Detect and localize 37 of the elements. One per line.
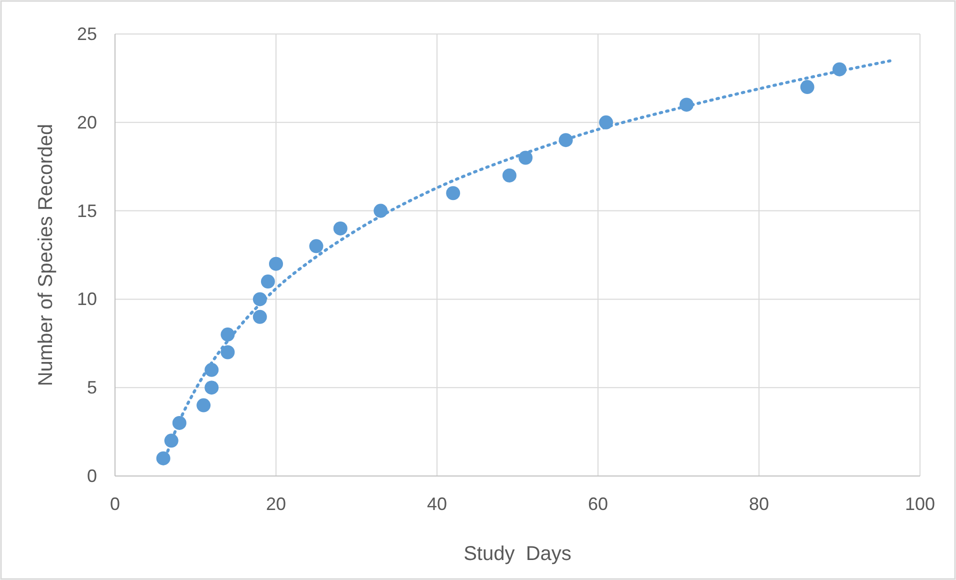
point (269, 256, 283, 271)
point (558, 133, 573, 148)
y-tick-label: 15 (76, 200, 97, 221)
x-tick-label: 100 (904, 494, 936, 514)
point (832, 62, 846, 76)
point (252, 292, 267, 306)
point (252, 310, 267, 324)
point (680, 98, 694, 112)
y-tick-label: 10 (76, 289, 97, 310)
point (156, 451, 170, 466)
point (220, 328, 235, 342)
point (333, 221, 348, 236)
point (204, 380, 219, 395)
y-tick-label: 20 (76, 112, 97, 132)
y-tick-label: 25 (76, 24, 97, 44)
x-tick-label: 20 (266, 494, 286, 514)
x-tick-label: 40 (426, 494, 448, 514)
point (196, 398, 211, 412)
point (204, 362, 219, 377)
point (172, 416, 186, 430)
point (599, 115, 614, 130)
y-axis-title: Number of Species Recorded (35, 124, 57, 386)
x-tick-label: 80 (748, 494, 770, 514)
point (220, 345, 235, 360)
point (502, 168, 516, 182)
point (446, 186, 460, 200)
point (374, 204, 388, 218)
point (260, 274, 275, 289)
x-tick-label: 0 (110, 494, 120, 514)
point (309, 239, 324, 254)
x-tick-label: 60 (588, 494, 608, 514)
x-axis-title: Study Days (464, 543, 572, 565)
y-tick-label: 0 (86, 466, 97, 486)
y-tick-label: 5 (86, 378, 97, 398)
point (518, 150, 533, 165)
point (800, 80, 814, 94)
point (164, 434, 178, 448)
